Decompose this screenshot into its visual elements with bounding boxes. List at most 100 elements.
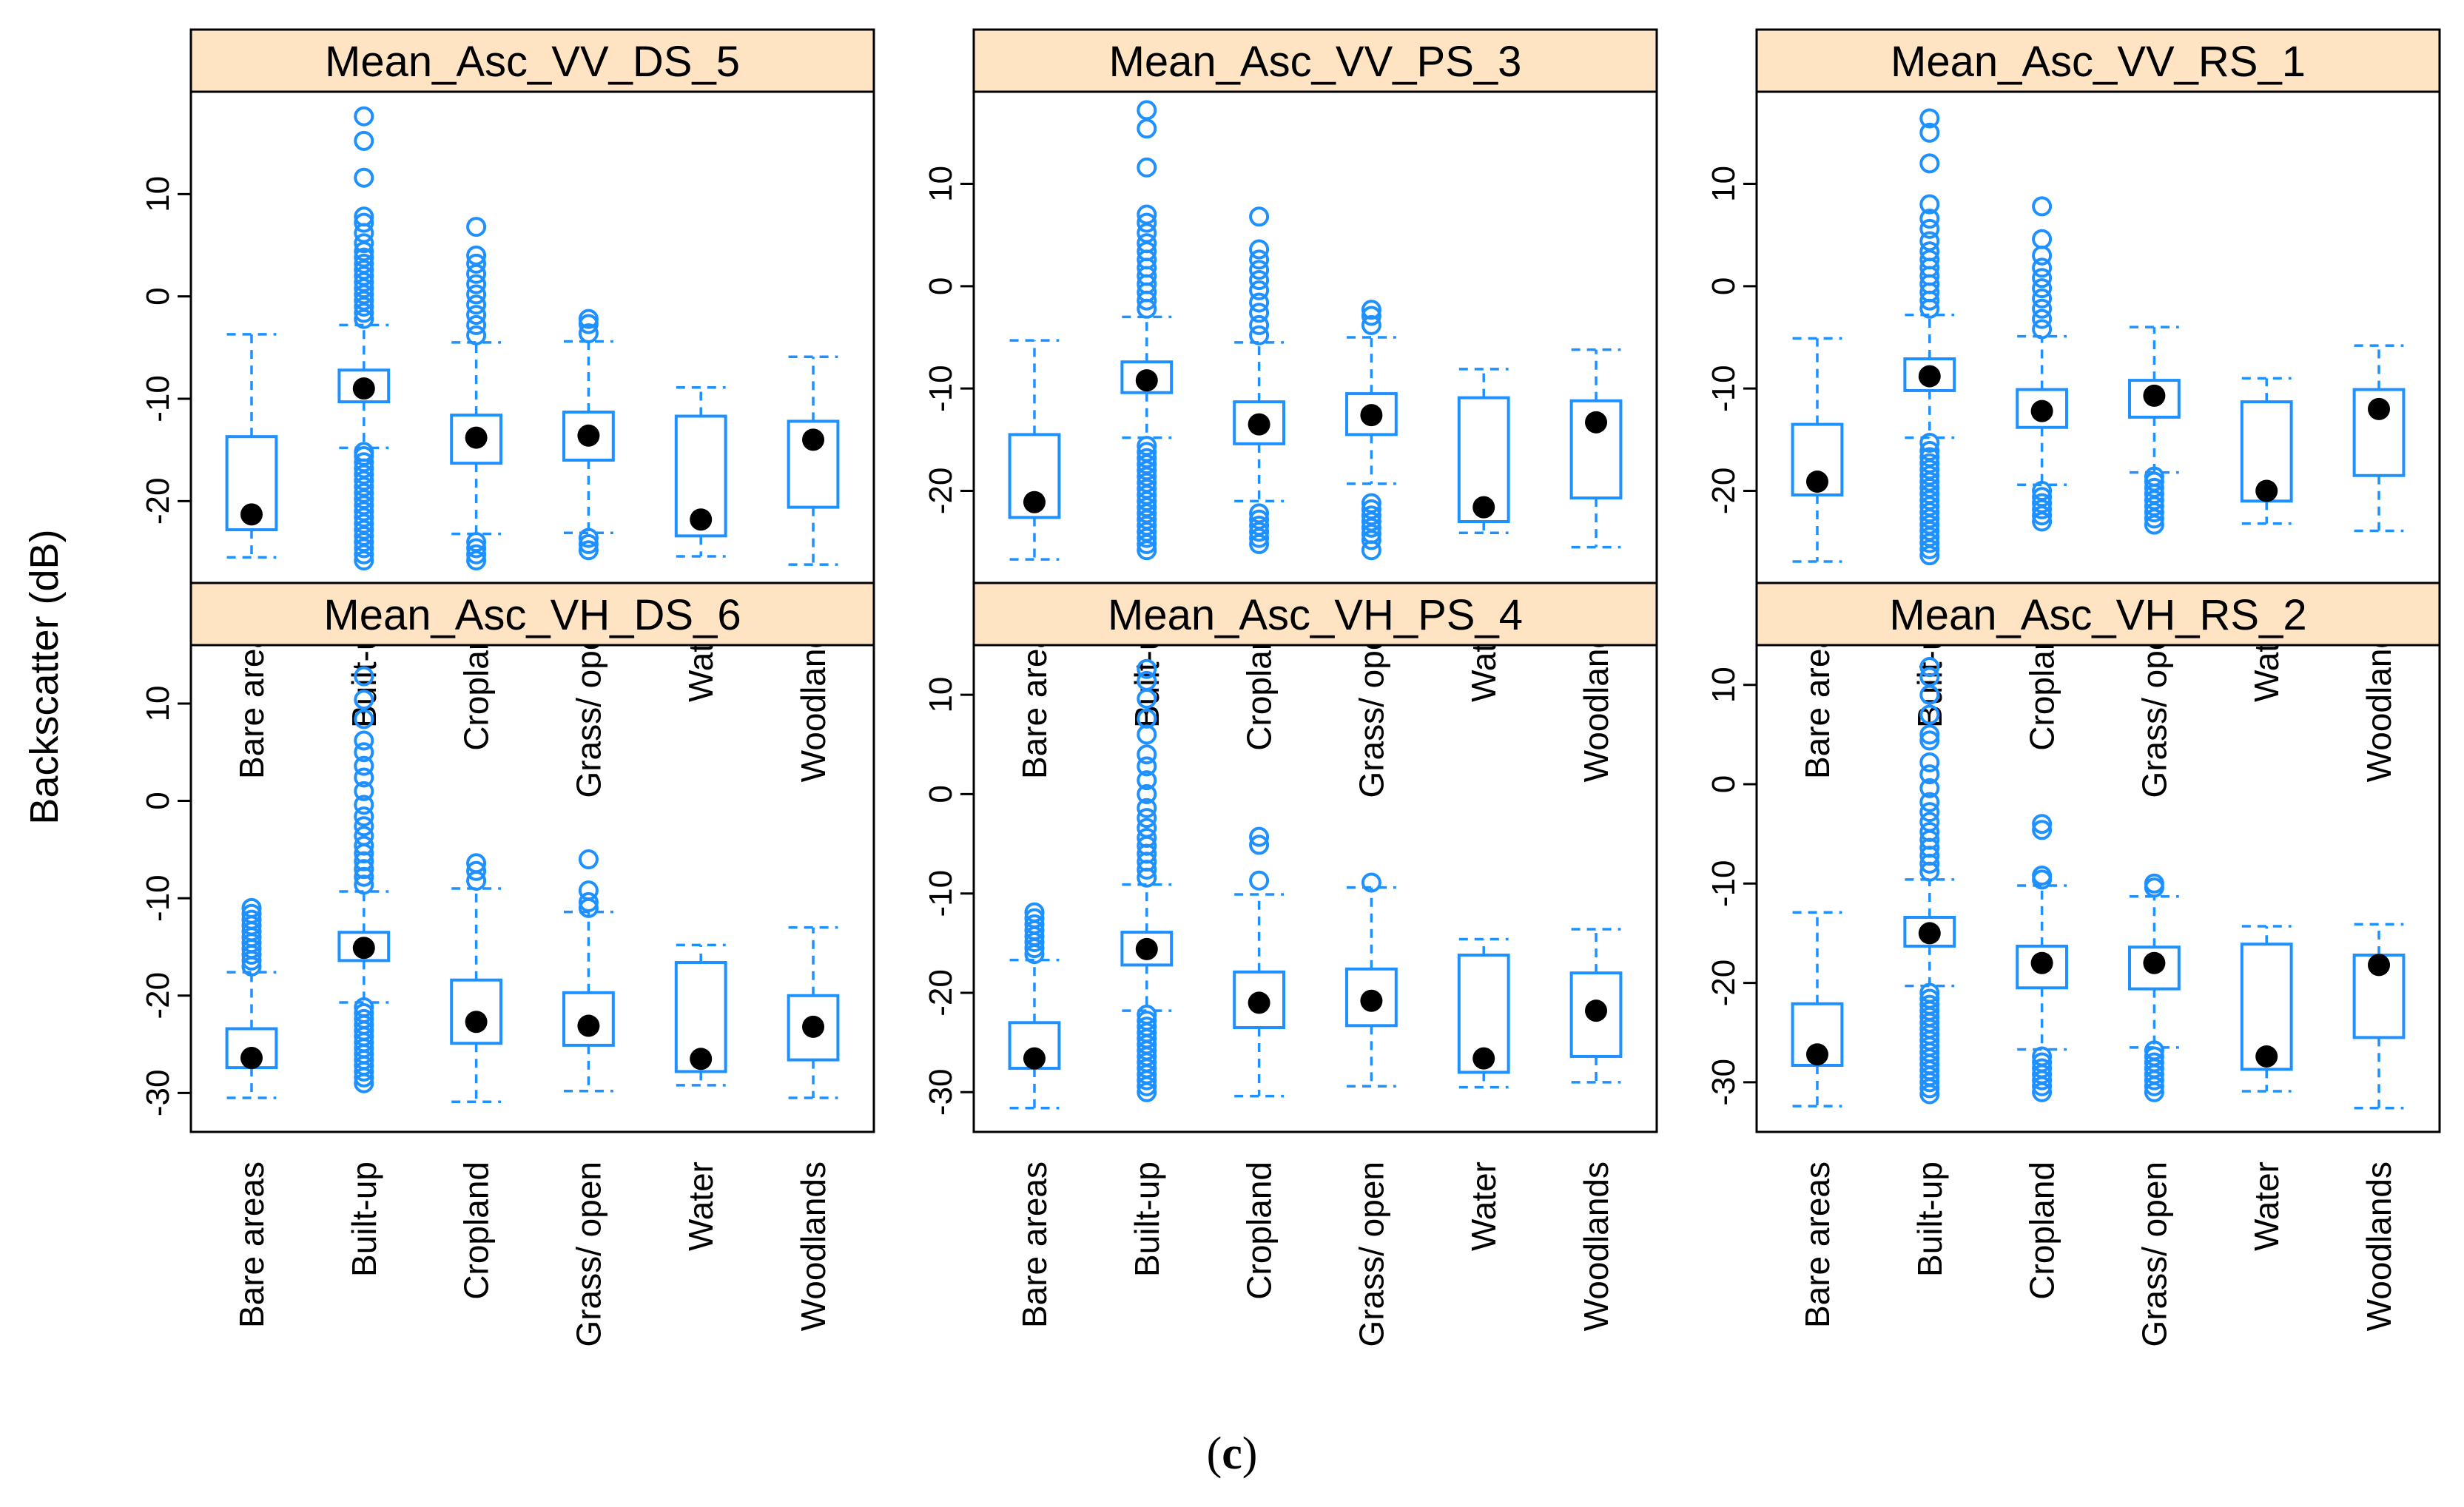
y-tick-label: -20 [923,468,959,515]
plot-frame [972,90,1658,584]
outlier-point [1249,292,1270,313]
panel-title: Mean_Asc_VV_PS_3 [1109,38,1522,86]
outlier-point [1249,870,1270,891]
box-grass-open [562,849,615,1093]
outlier-point [1919,994,1940,1015]
outlier-point [1249,280,1270,300]
box-woodlands [1569,348,1623,549]
outlier-point [1137,708,1157,729]
outlier-point [1137,204,1157,225]
outlier-point [1024,908,1045,928]
outlier-point [2144,1052,2164,1073]
outlier-point [466,532,487,553]
box-cropland [1233,826,1285,1098]
outlier-point [1249,303,1270,323]
outlier-point [2032,268,2053,289]
outlier-point [241,909,262,930]
x-category-label: Cropland [2023,1162,2061,1300]
outlier-point [1361,872,1381,893]
box-water [2240,377,2293,525]
outlier-point [2032,1058,2053,1079]
x-category-label: Woodlands [2360,1162,2398,1331]
y-tick-label: -10 [923,870,959,917]
outlier-point [1137,100,1157,121]
median-point [1248,413,1270,436]
outlier-point [1919,778,1940,798]
outlier-point [466,284,487,305]
box-iqr [337,368,391,404]
outlier-point [1919,982,1940,1003]
outlier-point [1137,233,1157,254]
outlier-point [1361,300,1381,320]
box-bare-areas [1008,902,1061,1110]
outlier-point [1919,441,1940,462]
plot-frame [189,90,875,584]
median-point [1585,411,1608,434]
outlier-point [2032,487,2053,508]
median-point [802,428,825,451]
box-grass-open [2128,326,2181,535]
outlier-point [354,767,374,788]
y-tick-label: -10 [1706,860,1742,907]
outlier-point [1249,503,1270,524]
outlier-point [354,452,374,473]
y-tick-label: 0 [923,277,959,295]
outlier-point [1024,914,1045,934]
outlier-point [466,274,487,294]
y-tick-label: -30 [923,1068,959,1116]
outlier-point [354,997,374,1018]
outlier-point [466,544,487,564]
outlier-point [1919,752,1940,772]
box-built-up [1903,108,1956,566]
x-category-label: Bare areas [232,1162,271,1328]
outlier-point [2144,466,2164,487]
median-point [2255,479,2278,502]
outlier-point [1919,730,1940,751]
y-tick-label: 10 [140,685,176,721]
outlier-point [1919,432,1940,453]
y-tick-label: 0 [1706,277,1742,295]
outlier-point [354,690,374,710]
box-cropland [2016,814,2068,1102]
outlier-point [466,860,487,881]
outlier-point [354,1002,374,1023]
x-category-label: Water [2247,1162,2286,1251]
panel-title: Mean_Asc_VH_RS_2 [1889,591,2306,639]
y-tick-label: 0 [923,785,959,803]
outlier-point [2032,245,2053,266]
y-tick-label: -10 [140,375,176,422]
x-category-label: Built-up [1911,1162,1949,1277]
outlier-point [466,294,487,315]
outlier-point [2032,309,2053,329]
x-category-label: Grass/ open [569,1162,607,1347]
plot-frame [189,644,875,1133]
median-point [240,503,263,526]
median-point [352,937,375,960]
box-grass-open [562,309,615,561]
median-point [1248,991,1270,1014]
x-category-label: Bare areas [1015,1162,1054,1328]
median-point [577,424,600,447]
panel-mean-asc-vh-ds-6: Mean_Asc_VH_DS_6 -30 -20 -10 0 10 Bare areas Bu… [140,581,875,1347]
median-point [1023,1047,1046,1070]
outlier-point [2032,196,2053,217]
panel-mean-asc-vh-rs-2: Mean_Asc_VH_RS_2 -30 -20 -10 0 10 Bare areas Bu… [1706,581,2441,1347]
outlier-point [354,826,374,846]
outlier-point [1249,314,1270,335]
plot-frame [1755,644,2441,1133]
outlier-point [1137,770,1157,791]
outlier-point [354,666,374,687]
median-point [465,1011,488,1034]
box-water [2240,925,2293,1093]
panel-title: Mean_Asc_VH_PS_4 [1108,591,1523,639]
y-tick-label: 10 [1706,667,1742,703]
outlier-point [2032,288,2053,309]
figure-caption: (c) [1207,1429,1258,1479]
outlier-point [466,325,487,345]
outlier-point [354,167,374,188]
box-bare-areas [1791,911,1844,1108]
outlier-point [1137,817,1157,838]
median-point [1918,922,1941,945]
outlier-point [2032,278,2053,299]
